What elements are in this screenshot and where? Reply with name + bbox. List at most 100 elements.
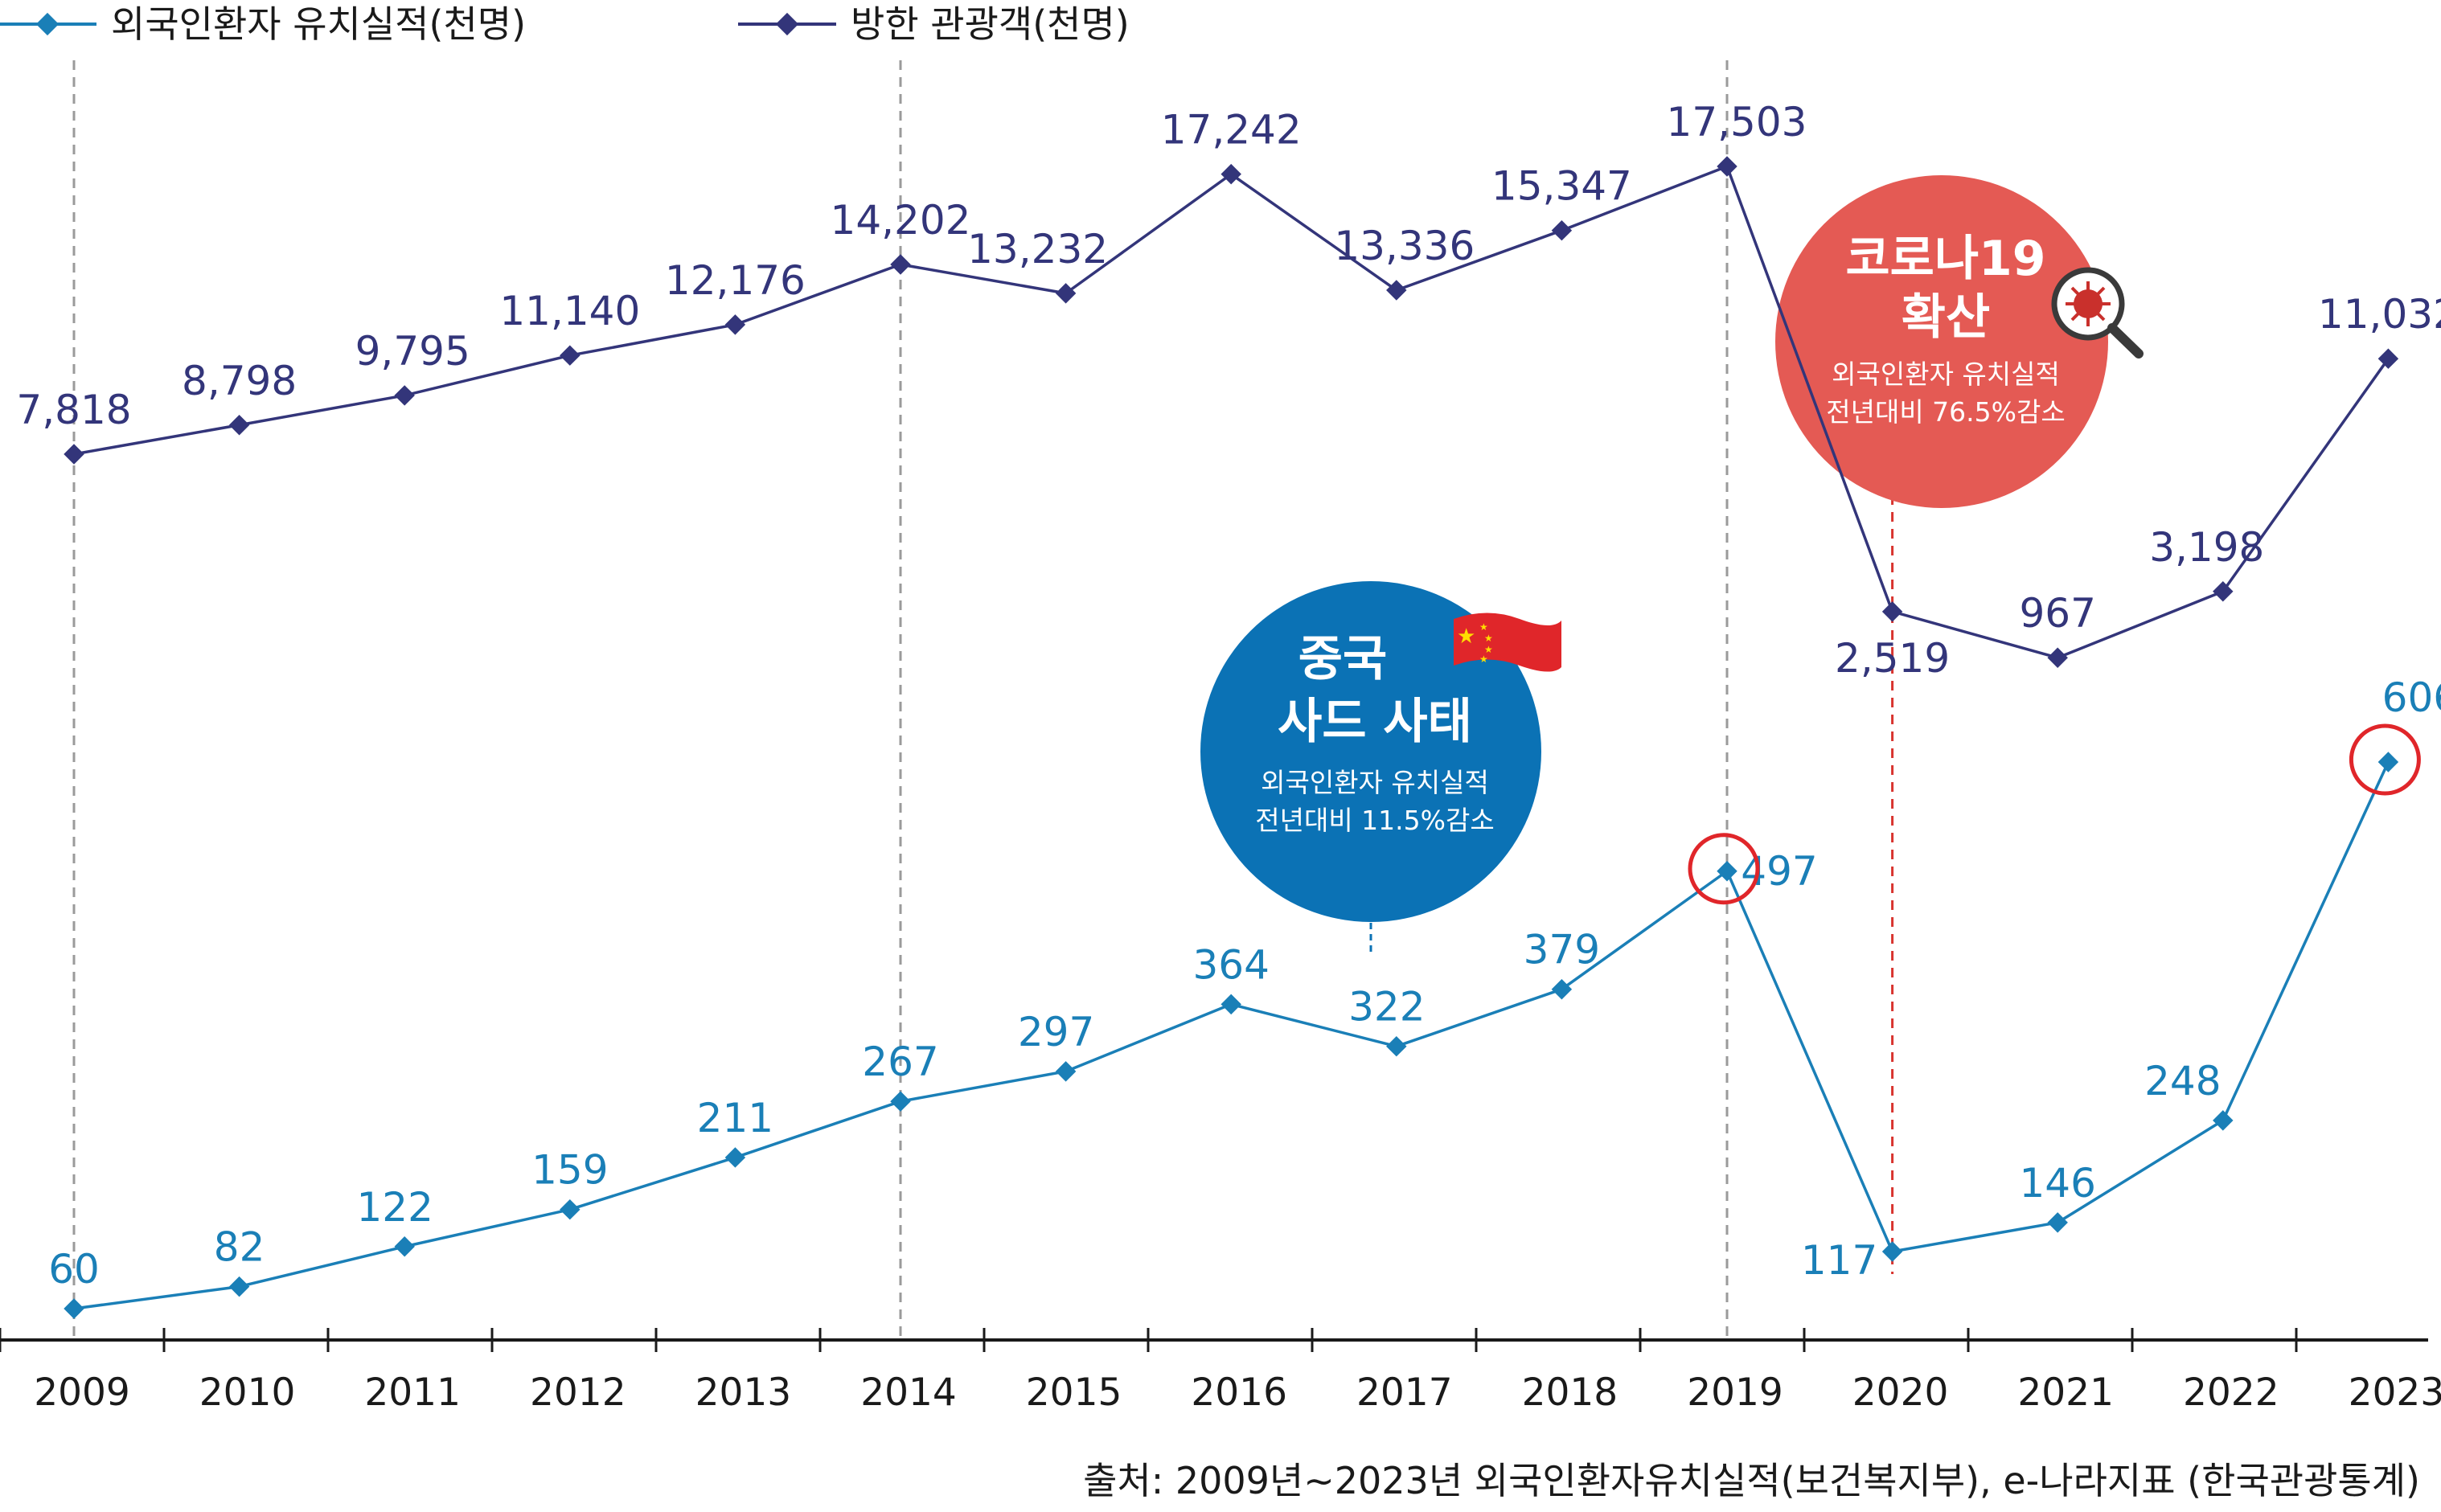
point-patients-2013 [724, 1147, 746, 1168]
data-label-patients-2021: 146 [2019, 1160, 2095, 1207]
data-label-patients-2009: 60 [48, 1246, 100, 1293]
china-thaad-annotation: ★ ★ ★ ★ ★ 중국 사드 사태 외국인환자 유치실적 전년대비 11.5%… [1200, 581, 1561, 953]
data-label-patients-2020: 117 [1801, 1237, 1877, 1284]
data-label-tourists-2023: 11,032 [2318, 291, 2441, 338]
data-label-tourists-2019: 17,503 [1667, 99, 1807, 145]
point-patients-2015 [1055, 1061, 1077, 1082]
point-tourists-2011 [394, 385, 415, 406]
legend-item-tourists: 방한 관광객(천명) [738, 2, 1130, 46]
data-label-tourists-2009: 7,818 [16, 387, 131, 433]
covid-bubble-title-1: 코로나19 [1845, 231, 2045, 287]
point-tourists-2012 [560, 345, 581, 366]
data-label-patients-2013: 211 [697, 1095, 773, 1141]
point-tourists-2022 [2213, 581, 2234, 602]
china-bubble-sub-2: 전년대비 11.5%감소 [1255, 805, 1494, 836]
china-bubble [1200, 581, 1541, 922]
data-label-patients-2010: 82 [214, 1224, 265, 1271]
covid-annotation: 코로나19 확산 외국인환자 유치실적 전년대비 76.5%감소 [1775, 175, 2144, 508]
point-tourists-2017 [1386, 280, 1407, 301]
x-tick-label-2017: 2017 [1356, 1371, 1453, 1415]
legend: 외국인환자 유치실적(천명) 방한 관광객(천명) [0, 2, 1130, 46]
point-patients-2019 [1717, 861, 1737, 882]
point-patients-2017 [1386, 1035, 1407, 1057]
highlight-ring-2023 [2349, 723, 2421, 796]
covid-bubble-sub-2: 전년대비 76.5%감소 [1826, 396, 2065, 428]
x-tick-label-2011: 2011 [364, 1371, 461, 1415]
x-tick-label-2023: 2023 [2349, 1371, 2441, 1415]
covid-bubble-title-2: 확산 [1902, 289, 1990, 346]
legend-label-tourists: 방한 관광객(천명) [851, 2, 1130, 46]
data-label-tourists-2015: 13,232 [967, 226, 1108, 272]
data-label-patients-2016: 364 [1192, 941, 1269, 988]
point-tourists-2013 [724, 314, 746, 335]
data-label-patients-2012: 159 [531, 1147, 608, 1194]
china-bubble-title-2: 사드 사태 [1278, 694, 1472, 750]
china-bubble-sub-1: 외국인환자 유치실적 [1261, 767, 1489, 798]
point-patients-2016 [1220, 994, 1241, 1015]
x-tick-label-2022: 2022 [2183, 1371, 2279, 1415]
source-note: 출처: 2009년~2023년 외국인환자유치실적(보건복지부), e-나라지표… [1083, 1459, 2420, 1502]
point-tourists-2009 [64, 444, 84, 465]
data-label-tourists-2016: 17,242 [1161, 107, 1302, 154]
x-tick-label-2010: 2010 [199, 1371, 296, 1415]
data-label-tourists-2014: 14,202 [831, 197, 971, 244]
x-tick-label-2020: 2020 [1852, 1371, 1949, 1415]
point-tourists-2019 [1717, 156, 1737, 177]
svg-text:★: ★ [1484, 633, 1493, 644]
data-label-tourists-2013: 12,176 [665, 257, 806, 304]
x-tick-label-2009: 2009 [34, 1371, 130, 1415]
x-tick-label-2014: 2014 [860, 1371, 957, 1415]
point-patients-2009 [64, 1298, 84, 1319]
data-label-tourists-2022: 3,198 [2149, 524, 2264, 571]
covid-bubble-sub-1: 외국인환자 유치실적 [1832, 359, 2060, 390]
virus-magnifier-icon [2051, 267, 2144, 359]
point-tourists-2016 [1220, 163, 1241, 185]
point-tourists-2021 [2047, 647, 2068, 668]
data-label-patients-2017: 322 [1348, 984, 1425, 1031]
data-label-patients-2018: 379 [1524, 927, 1600, 973]
data-label-tourists-2021: 967 [2019, 590, 2095, 637]
data-label-tourists-2012: 11,140 [499, 288, 640, 334]
legend-marker-patients [35, 12, 59, 36]
point-tourists-2023 [2377, 348, 2399, 369]
legend-label-patients: 외국인환자 유치실적(천명) [111, 2, 526, 46]
data-label-tourists-2010: 8,798 [182, 358, 297, 404]
data-label-patients-2022: 248 [2144, 1058, 2221, 1104]
x-tick-label-2012: 2012 [530, 1371, 626, 1415]
china-flag-icon: ★ ★ ★ ★ ★ [1454, 613, 1561, 672]
china-bubble-title-1: 중국 [1298, 631, 1387, 687]
svg-text:★: ★ [1457, 625, 1475, 649]
x-tick-label-2016: 2016 [1191, 1371, 1287, 1415]
svg-text:★: ★ [1484, 644, 1493, 655]
point-patients-2014 [890, 1091, 911, 1112]
reference-lines [72, 60, 1894, 1340]
x-tick-label-2015: 2015 [1026, 1371, 1122, 1415]
data-label-tourists-2017: 13,336 [1334, 223, 1475, 269]
data-label-tourists-2011: 9,795 [355, 328, 470, 375]
point-tourists-2015 [1055, 283, 1077, 304]
point-tourists-2014 [890, 254, 911, 275]
data-label-tourists-2018: 15,347 [1491, 163, 1632, 210]
point-tourists-2018 [1551, 219, 1573, 241]
point-tourists-2010 [228, 415, 250, 436]
svg-text:★: ★ [1479, 654, 1488, 665]
point-patients-2018 [1551, 978, 1573, 1000]
x-axis: 2009 2010 2011 2012 2013 2014 2015 2016 2017 2018… [0, 1328, 2441, 1415]
point-patients-2023 [2377, 752, 2399, 772]
svg-text:★: ★ [1479, 621, 1488, 633]
data-label-patients-2011: 122 [356, 1184, 433, 1231]
data-label-tourists-2020: 2,519 [1835, 635, 1950, 682]
data-label-patients-2023: 606 [2382, 674, 2441, 721]
point-patients-2020 [1881, 1241, 1903, 1262]
x-tick-label-2021: 2021 [2017, 1371, 2114, 1415]
x-tick-label-2019: 2019 [1687, 1371, 1783, 1415]
legend-item-patients: 외국인환자 유치실적(천명) [0, 2, 526, 46]
point-patients-2011 [394, 1236, 415, 1257]
point-patients-2012 [560, 1199, 581, 1220]
point-patients-2010 [228, 1276, 250, 1297]
data-label-patients-2014: 267 [862, 1039, 938, 1085]
x-tick-label-2018: 2018 [1522, 1371, 1618, 1415]
point-tourists-2020 [1881, 601, 1903, 622]
data-label-patients-2015: 297 [1018, 1009, 1094, 1055]
